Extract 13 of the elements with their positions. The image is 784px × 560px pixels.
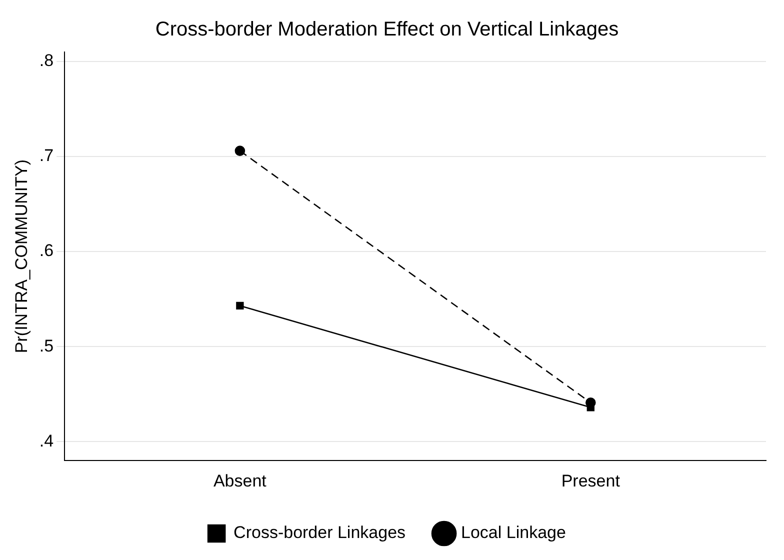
y-tick-label: .6 bbox=[39, 241, 54, 260]
y-tick-label: .5 bbox=[39, 336, 54, 356]
x-tick-label: Present bbox=[561, 471, 620, 490]
x-tick-label: Absent bbox=[213, 471, 267, 490]
y-tick-label: .4 bbox=[39, 431, 54, 450]
legend-label: Local Linkage bbox=[461, 523, 566, 542]
y-tick-label: .7 bbox=[39, 146, 54, 166]
y-tick-label: .8 bbox=[39, 51, 54, 70]
y-axis-title: Pr(INTRA_COMMUNITY) bbox=[12, 159, 31, 354]
point bbox=[234, 146, 246, 156]
legend-label: Cross-border Linkages bbox=[234, 523, 406, 542]
point bbox=[236, 302, 244, 310]
chart-title: Cross-border Moderation Effect on Vertical Linkages bbox=[155, 18, 619, 41]
